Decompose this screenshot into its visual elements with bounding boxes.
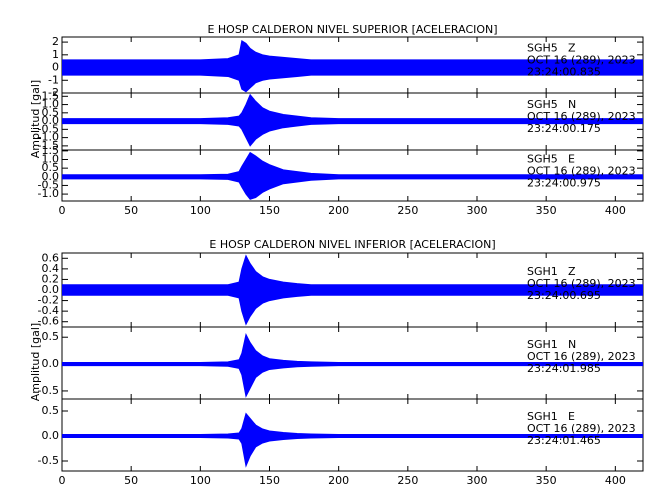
x-tick-label: 300 — [467, 474, 488, 487]
y-tick-label: 0.0 — [42, 114, 60, 127]
trace-band — [62, 255, 643, 325]
x-tick-label: 50 — [124, 204, 138, 217]
x-tick-label: 350 — [536, 204, 557, 217]
x-tick-label: 300 — [467, 204, 488, 217]
trace-upper — [62, 254, 643, 286]
component-label: E — [568, 410, 575, 423]
chart-title: E HOSP CALDERON NIVEL SUPERIOR [ACELERAC… — [207, 23, 497, 36]
station-label: SGH1 — [527, 338, 558, 351]
trace-lower — [62, 123, 643, 147]
trace-band — [62, 40, 643, 92]
x-tick-label: 350 — [536, 474, 557, 487]
date-label: OCT 16 (289), 2023 — [527, 277, 636, 290]
y-tick-label: 0.0 — [42, 357, 60, 370]
y-tick-label: 1.0 — [42, 153, 60, 166]
y-tick-label: 0.5 — [42, 330, 60, 343]
station-label: SGH1 — [527, 265, 558, 278]
y-tick-label: -0.6 — [38, 315, 59, 328]
y-tick-label: -1.0 — [38, 187, 59, 200]
y-tick-label: 1.5 — [42, 144, 60, 157]
y-tick-label: 0.0 — [42, 429, 60, 442]
y-tick-label: 0.5 — [42, 404, 60, 417]
y-axis-label: Amplitud [gal] — [29, 323, 42, 401]
x-tick-label: 400 — [605, 474, 626, 487]
trace-lower — [62, 437, 643, 468]
y-tick-label: -0.5 — [38, 454, 59, 467]
x-tick-label: 250 — [397, 474, 418, 487]
trace-lower — [62, 294, 643, 326]
y-tick-label: -0.2 — [38, 294, 59, 307]
trace-band — [62, 152, 643, 200]
x-tick-label: 150 — [259, 474, 280, 487]
y-tick-label: 1 — [52, 48, 59, 61]
time-label: 23:24:00.695 — [527, 289, 601, 302]
time-label: 23:24:00.835 — [527, 66, 601, 79]
component-label: Z — [568, 265, 576, 278]
trace-upper — [62, 333, 643, 363]
x-tick-label: 250 — [397, 204, 418, 217]
x-tick-label: 50 — [124, 474, 138, 487]
x-tick-label: 100 — [190, 204, 211, 217]
y-tick-label: 2 — [52, 35, 59, 48]
component-label: N — [568, 98, 576, 111]
component-label: E — [568, 152, 575, 165]
y-tick-label: -1 — [48, 73, 59, 86]
y-tick-label: 0.0 — [42, 283, 60, 296]
time-label: 23:24:01.985 — [527, 362, 601, 375]
y-tick-label: 0.5 — [42, 106, 60, 119]
trace-upper — [62, 151, 643, 176]
y-axis-label: Amplitud [gal] — [29, 80, 42, 158]
y-tick-label: 0.6 — [42, 251, 60, 264]
component-label: N — [568, 338, 576, 351]
x-tick-label: 0 — [59, 204, 66, 217]
y-tick-label: 0.2 — [42, 272, 60, 285]
time-label: 23:24:01.465 — [527, 434, 601, 447]
y-tick-label: -0.5 — [38, 178, 59, 191]
trace-upper — [62, 412, 643, 435]
time-label: 23:24:00.175 — [527, 122, 601, 135]
date-label: OCT 16 (289), 2023 — [527, 110, 636, 123]
x-tick-label: 200 — [328, 474, 349, 487]
trace-band — [62, 94, 643, 146]
time-label: 23:24:00.975 — [527, 176, 601, 189]
station-label: SGH1 — [527, 410, 558, 423]
station-label: SGH5 — [527, 42, 558, 55]
x-tick-label: 150 — [259, 204, 280, 217]
component-label: Z — [568, 42, 576, 55]
y-tick-label: 1.5 — [42, 89, 60, 102]
x-tick-label: 200 — [328, 204, 349, 217]
y-tick-label: -2 — [48, 86, 59, 99]
y-tick-label: -1.5 — [38, 139, 59, 152]
x-tick-label: 100 — [190, 474, 211, 487]
station-label: SGH5 — [527, 152, 558, 165]
y-tick-label: -1.0 — [38, 131, 59, 144]
date-label: OCT 16 (289), 2023 — [527, 350, 636, 363]
y-tick-label: -0.4 — [38, 304, 59, 317]
y-tick-label: -0.5 — [38, 384, 59, 397]
y-tick-label: 1.0 — [42, 98, 60, 111]
trace-upper — [62, 93, 643, 120]
trace-lower — [62, 178, 643, 200]
date-label: OCT 16 (289), 2023 — [527, 54, 636, 67]
date-label: OCT 16 (289), 2023 — [527, 164, 636, 177]
trace-lower — [62, 74, 643, 93]
date-label: OCT 16 (289), 2023 — [527, 422, 636, 435]
y-tick-label: 0 — [52, 61, 59, 74]
chart-title: E HOSP CALDERON NIVEL INFERIOR [ACELERAC… — [209, 238, 495, 251]
trace-upper — [62, 40, 643, 61]
y-tick-label: -0.5 — [38, 122, 59, 135]
x-tick-label: 0 — [59, 474, 66, 487]
y-tick-label: 0.0 — [42, 170, 60, 183]
station-label: SGH5 — [527, 98, 558, 111]
x-tick-label: 400 — [605, 204, 626, 217]
y-tick-label: 0.4 — [42, 262, 60, 275]
trace-lower — [62, 365, 643, 398]
y-tick-label: 0.5 — [42, 161, 60, 174]
